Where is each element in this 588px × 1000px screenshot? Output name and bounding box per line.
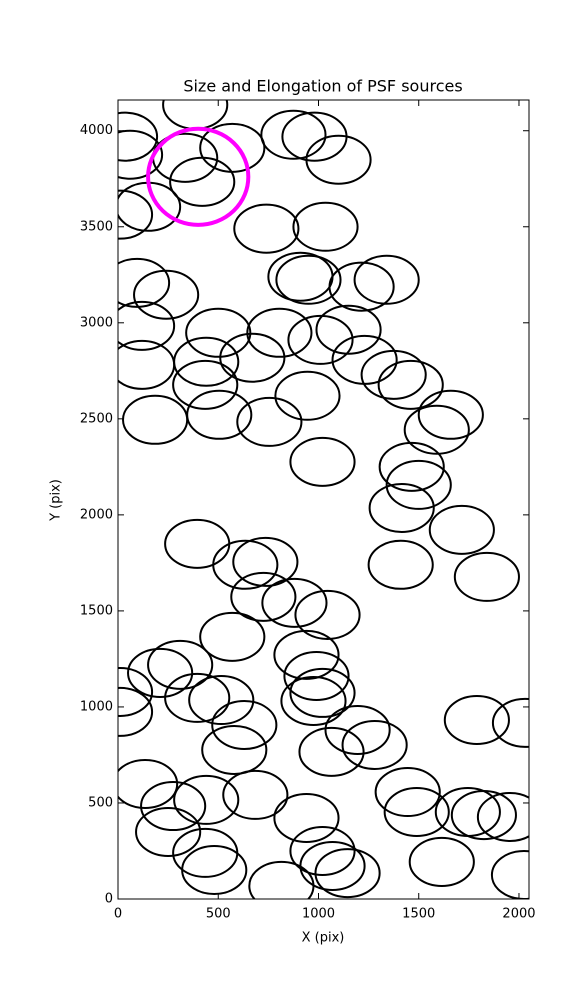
source-ellipse	[246, 307, 313, 358]
source-ellipse	[273, 629, 340, 680]
y-tick-label: 500	[88, 795, 113, 810]
source-ellipse	[127, 647, 194, 698]
source-ellipse	[324, 704, 391, 755]
source-ellipse	[275, 254, 342, 305]
source-ellipse	[367, 539, 434, 590]
source-ellipse	[236, 396, 303, 447]
source-ellipse	[147, 639, 214, 690]
source-ellipse	[280, 675, 347, 726]
source-ellipse	[118, 189, 154, 240]
source-ellipse	[417, 389, 484, 440]
source-ellipse	[383, 786, 450, 838]
source-ellipse	[315, 304, 382, 355]
source-ellipse	[188, 675, 255, 726]
source-ellipse	[378, 441, 445, 492]
source-ellipse	[274, 370, 341, 421]
y-axis-label: Y (pix)	[49, 479, 64, 522]
source-ellipse	[140, 781, 207, 832]
source-ellipse	[294, 589, 361, 640]
source-ellipse	[491, 697, 529, 748]
source-ellipse	[368, 482, 435, 533]
source-ellipse	[328, 261, 395, 312]
source-ellipse	[219, 332, 286, 383]
y-tick-label: 4000	[80, 123, 113, 138]
source-ellipse	[118, 129, 164, 180]
source-ellipse	[289, 436, 356, 487]
source-ellipse	[118, 257, 171, 308]
y-tick-label: 1000	[80, 699, 113, 714]
source-ellipse	[135, 806, 202, 857]
source-ellipse	[453, 551, 520, 602]
y-tick-label: 3000	[80, 315, 113, 330]
source-ellipse	[403, 404, 470, 455]
plot-frame	[117, 99, 530, 900]
source-ellipse	[181, 844, 248, 896]
y-tick-label: 2000	[80, 507, 113, 522]
source-ellipse	[118, 758, 179, 809]
source-ellipse	[248, 860, 315, 899]
source-ellipse	[289, 825, 356, 876]
source-ellipse	[118, 686, 154, 737]
source-ellipse	[341, 719, 408, 770]
source-ellipse	[164, 672, 231, 723]
source-ellipse	[476, 791, 529, 842]
source-ellipse	[199, 611, 266, 662]
source-ellipse	[283, 651, 350, 702]
source-ellipse	[212, 539, 279, 590]
source-ellipse	[172, 359, 239, 410]
source-ellipse	[173, 774, 240, 825]
source-ellipse	[260, 109, 327, 160]
x-tick-label: 0	[114, 907, 122, 922]
source-ellipse	[173, 336, 240, 387]
x-tick-label: 500	[206, 907, 231, 922]
source-ellipse	[374, 767, 441, 818]
source-ellipse	[118, 666, 154, 717]
y-tick-label: 0	[105, 892, 113, 907]
source-ellipse	[230, 571, 297, 622]
x-axis-label: X (pix)	[302, 931, 345, 946]
y-tick-label: 3500	[80, 219, 113, 234]
source-ellipse	[222, 769, 289, 820]
y-tick-label: 2500	[80, 411, 113, 426]
source-ellipse	[298, 726, 365, 777]
y-tick-label: 1500	[80, 603, 113, 618]
source-ellipse	[185, 307, 252, 358]
source-ellipse	[233, 203, 300, 254]
source-ellipse	[201, 724, 268, 775]
source-ellipse	[360, 349, 427, 400]
source-ellipse	[292, 201, 359, 252]
source-ellipse	[385, 459, 452, 510]
source-ellipse	[408, 836, 475, 887]
source-ellipse	[287, 314, 354, 365]
source-ellipse	[377, 359, 444, 410]
source-ellipse	[186, 389, 253, 440]
source-ellipse	[118, 300, 176, 351]
x-tick-label: 1000	[302, 907, 335, 922]
source-ellipse	[146, 126, 251, 227]
source-ellipse	[169, 156, 236, 207]
source-ellipse	[211, 699, 278, 750]
source-ellipse	[428, 504, 495, 555]
source-ellipse	[450, 790, 517, 841]
source-ellipse	[261, 577, 328, 628]
source-ellipse	[443, 694, 510, 746]
source-ellipse	[289, 667, 356, 718]
source-ellipse	[232, 536, 299, 587]
source-ellipse	[118, 111, 159, 162]
source-ellipse	[305, 134, 372, 185]
source-ellipse	[273, 792, 340, 843]
source-ellipse	[353, 254, 420, 305]
source-ellipse	[133, 269, 200, 320]
x-tick-label: 1500	[402, 907, 435, 922]
x-tick-label: 2000	[502, 907, 535, 922]
source-ellipse	[314, 848, 381, 899]
plot-area	[118, 100, 529, 899]
chart-title: Size and Elongation of PSF sources	[183, 77, 462, 96]
